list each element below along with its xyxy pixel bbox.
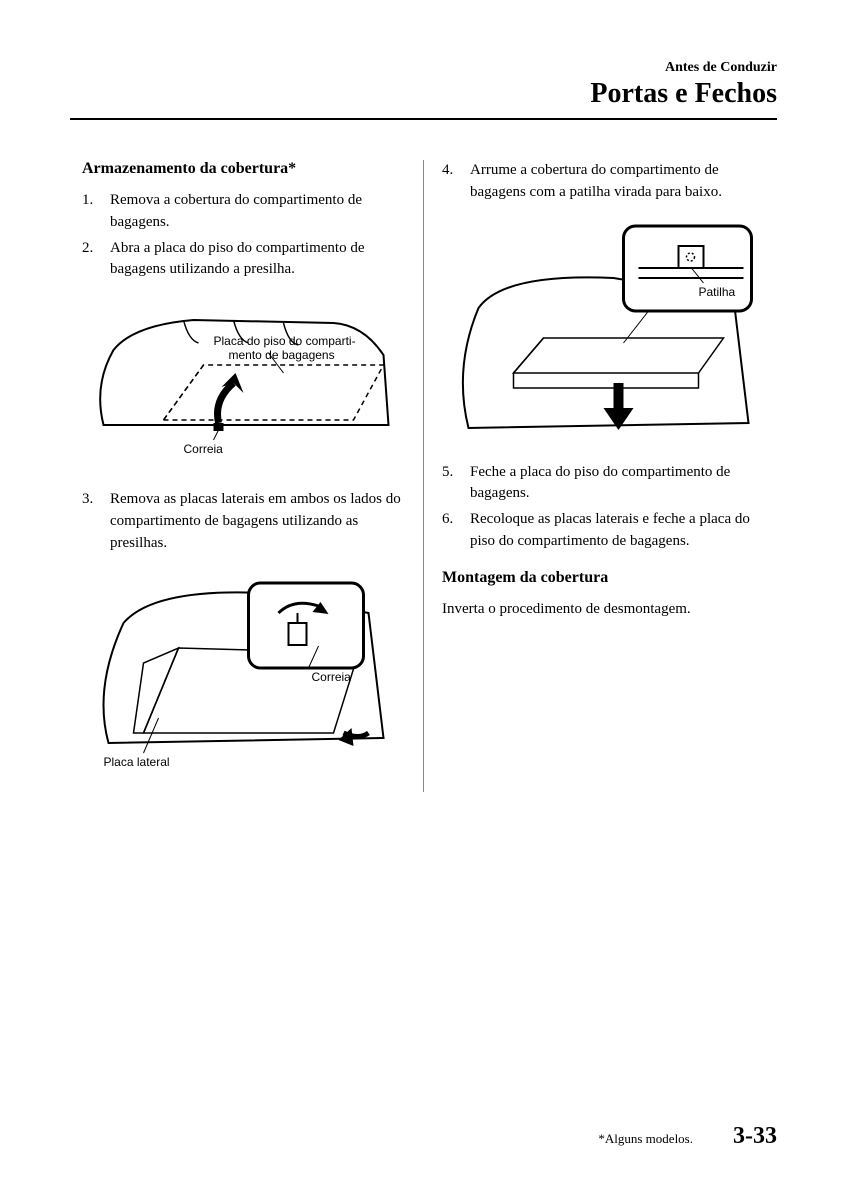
header-title: Portas e Fechos: [70, 78, 777, 110]
step-1: Remova a cobertura do compartimento de b…: [82, 190, 405, 234]
left-column: Armazenamento da cobertura* Remova a cob…: [70, 160, 424, 792]
mounting-heading: Montagem da cobertura: [442, 569, 765, 587]
storage-heading: Armazenamento da cobertura*: [82, 160, 405, 178]
step-2: Abra a placa do piso do compartimento de…: [82, 238, 405, 282]
step-3: Remova as placas laterais em ambos os la…: [82, 489, 405, 554]
mounting-body: Inverta o procedimento de desmontagem.: [442, 599, 765, 621]
figure-1-svg: Placa do piso do comparti- mento de baga…: [82, 295, 405, 475]
page-number: 3-33: [733, 1123, 777, 1150]
step-6: Recoloque as placas laterais e feche a p…: [442, 509, 765, 553]
figure-2-svg: Correia Placa lateral: [82, 568, 405, 778]
fig1-label-bottom: Correia: [184, 442, 224, 456]
fig3-label: Patilha: [699, 285, 736, 299]
steps-list-left: Remova a cobertura do compartimento de b…: [82, 190, 405, 281]
figure-2: Correia Placa lateral: [82, 568, 405, 778]
steps-list-left-2: Remova as placas laterais em ambos os la…: [82, 489, 405, 554]
page-header: Antes de Conduzir Portas e Fechos: [70, 60, 777, 110]
step-4: Arrume a cobertura do compartimento de b…: [442, 160, 765, 204]
figure-3: Patilha: [442, 218, 765, 448]
footer-note: *Alguns modelos.: [598, 1131, 693, 1147]
right-column: Arrume a cobertura do compartimento de b…: [424, 160, 777, 792]
fig2-label-bottom: Placa lateral: [104, 755, 170, 769]
steps-list-right: Arrume a cobertura do compartimento de b…: [442, 160, 765, 204]
figure-1: Placa do piso do comparti- mento de baga…: [82, 295, 405, 475]
header-rule: [70, 118, 777, 120]
fig1-label-top: Placa do piso do comparti-: [214, 334, 356, 348]
step-5: Feche a placa do piso do compartimento d…: [442, 462, 765, 506]
page-footer: *Alguns modelos. 3-33: [598, 1123, 777, 1150]
fig1-label-top2: mento de bagagens: [229, 348, 335, 362]
header-subtitle: Antes de Conduzir: [70, 60, 777, 76]
steps-list-right-2: Feche a placa do piso do compartimento d…: [442, 462, 765, 553]
figure-3-svg: Patilha: [442, 218, 765, 448]
fig2-label-right: Correia: [312, 670, 352, 684]
content-columns: Armazenamento da cobertura* Remova a cob…: [70, 160, 777, 792]
